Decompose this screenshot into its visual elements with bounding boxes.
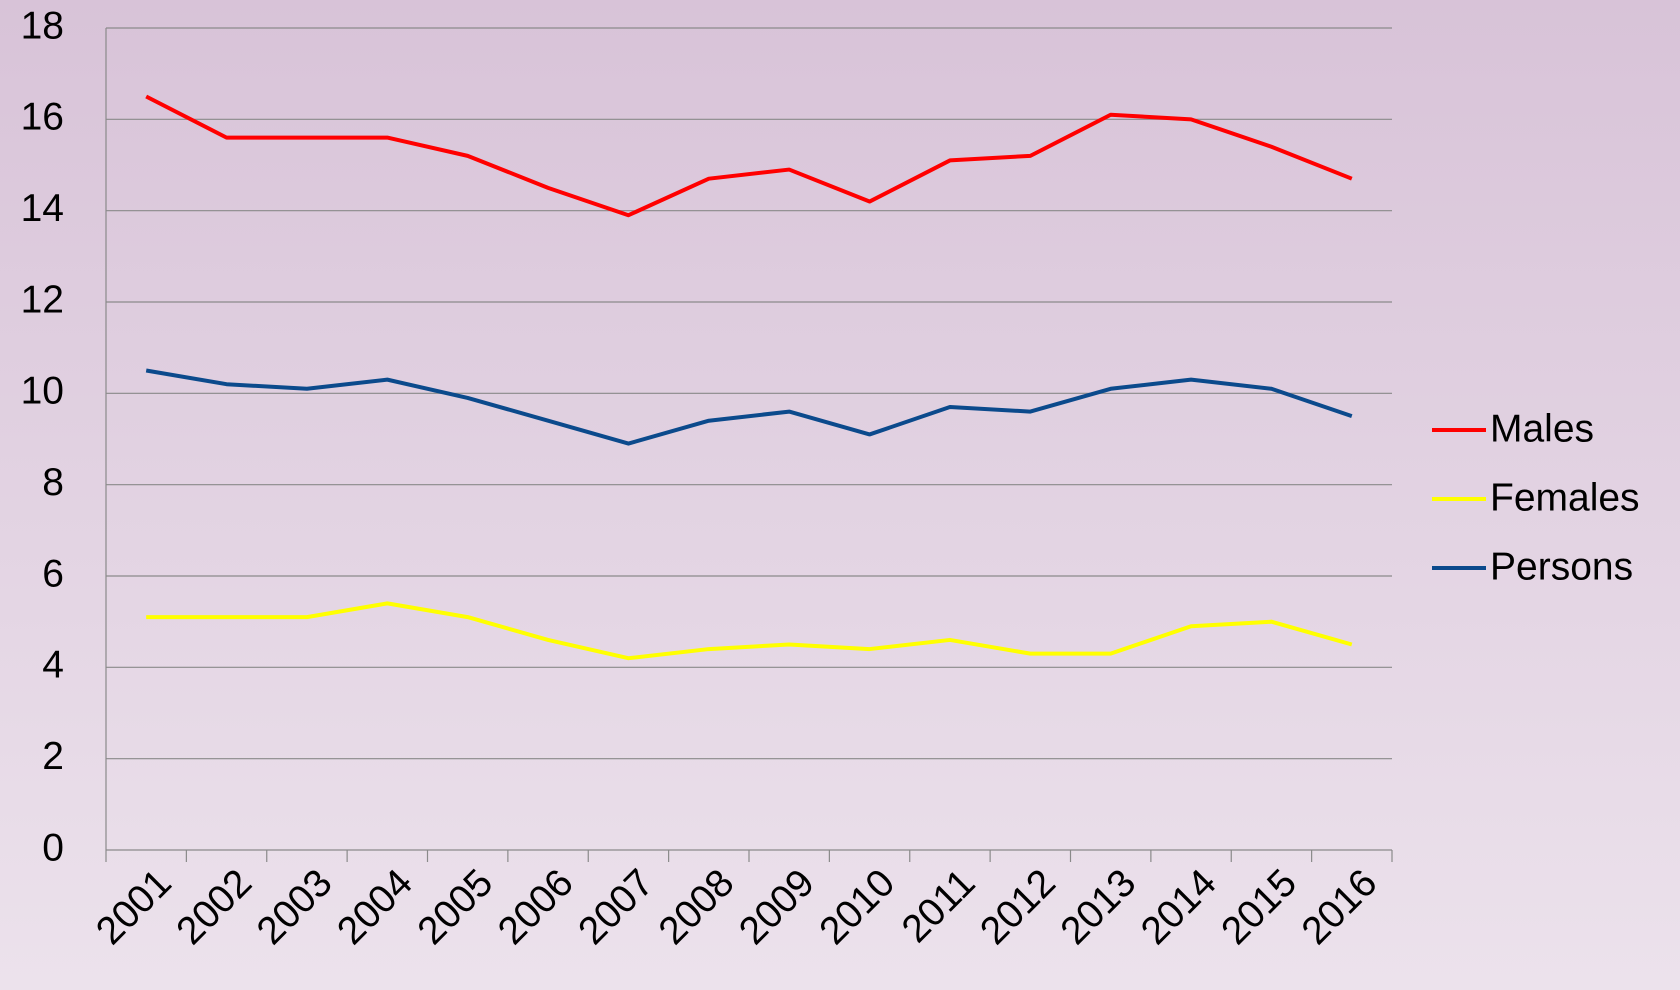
y-tick-label: 10 bbox=[21, 370, 64, 413]
legend-label: Females bbox=[1490, 476, 1640, 519]
legend-label: Males bbox=[1490, 407, 1594, 450]
y-tick-label: 18 bbox=[21, 4, 64, 47]
legend-label: Persons bbox=[1490, 545, 1633, 588]
y-tick-label: 4 bbox=[42, 644, 64, 687]
y-tick-label: 14 bbox=[21, 187, 64, 230]
y-tick-label: 16 bbox=[21, 96, 64, 139]
y-tick-label: 12 bbox=[21, 278, 64, 321]
y-tick-label: 2 bbox=[42, 735, 64, 778]
series-line bbox=[145, 368, 1353, 446]
series-line bbox=[146, 601, 1353, 661]
y-tick-label: 8 bbox=[42, 461, 64, 504]
y-tick-label: 0 bbox=[42, 826, 64, 869]
series-line bbox=[145, 94, 1353, 218]
y-tick-label: 6 bbox=[42, 552, 64, 595]
